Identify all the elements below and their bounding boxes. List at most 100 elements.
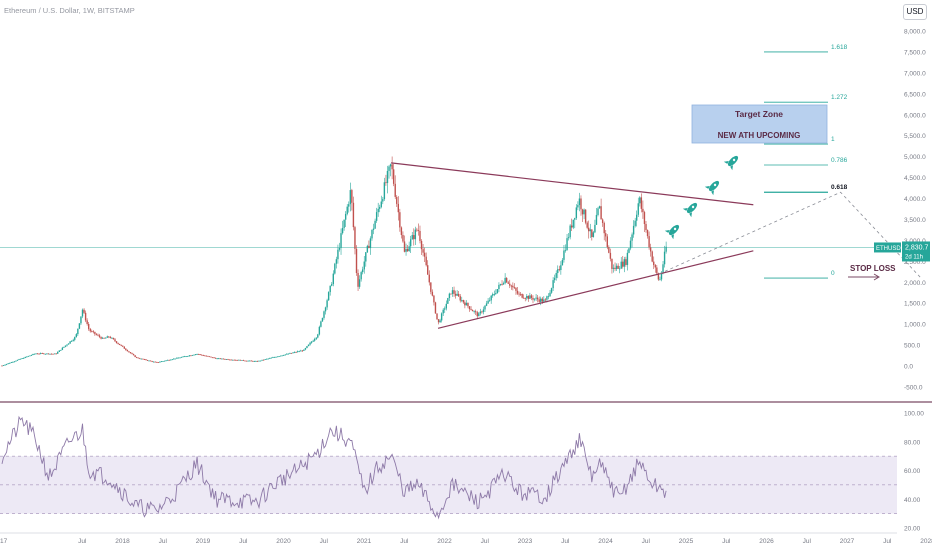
- candle-body: [156, 361, 158, 363]
- candle-body: [657, 273, 660, 280]
- price-candle: [623, 256, 626, 273]
- candle-body: [174, 358, 177, 360]
- price-candle: [375, 207, 378, 223]
- price-candle: [341, 220, 344, 235]
- price-candle: [527, 295, 530, 302]
- price-candle: [615, 263, 618, 271]
- fib-level-1-272-label: 1.272: [831, 94, 848, 101]
- candle-body: [176, 357, 178, 359]
- candle-body: [177, 357, 180, 359]
- price-candle: [128, 351, 130, 353]
- candle-body: [108, 336, 110, 338]
- candle-body: [146, 360, 149, 361]
- candle-body: [148, 360, 150, 362]
- candle-body: [273, 357, 276, 358]
- candle-body: [38, 353, 40, 355]
- price-candle: [653, 256, 655, 270]
- candle-body: [340, 233, 342, 248]
- x-tick-label: 2028: [920, 538, 932, 545]
- price-candle: [533, 298, 536, 302]
- candle-body: [656, 267, 658, 274]
- candle-body: [550, 288, 553, 293]
- y-tick-label: 6,000.0: [904, 112, 926, 119]
- candle-body: [399, 212, 401, 228]
- price-candle: [625, 256, 627, 267]
- price-candle: [92, 330, 95, 334]
- price-candle: [320, 320, 322, 328]
- candle-body: [334, 263, 336, 274]
- candle-body: [135, 357, 138, 358]
- candle-body: [115, 341, 118, 344]
- candle-body: [637, 203, 639, 215]
- price-candle: [481, 310, 483, 314]
- candle-body: [67, 343, 70, 345]
- candle-body: [16, 359, 19, 361]
- candle-body: [15, 360, 17, 362]
- candle-body: [22, 357, 25, 359]
- price-candle: [423, 247, 426, 262]
- price-candle: [205, 355, 208, 357]
- x-tick-label: Jul: [320, 538, 329, 545]
- candle-body: [498, 284, 500, 290]
- candle-body: [58, 350, 60, 352]
- price-candle: [255, 360, 257, 362]
- price-candle: [631, 232, 633, 248]
- candle-body: [170, 359, 172, 361]
- price-candle: [40, 352, 42, 355]
- price-candle: [603, 221, 605, 241]
- price-candle: [236, 359, 239, 361]
- price-candle: [462, 299, 465, 304]
- y-tick-label: 3,000.0: [904, 238, 926, 245]
- candle-body: [46, 353, 48, 355]
- candle-body: [202, 355, 204, 357]
- price-candle: [550, 287, 553, 294]
- candle-body: [98, 335, 101, 337]
- price-candle: [197, 353, 200, 355]
- candle-body: [329, 285, 331, 293]
- candle-body: [179, 357, 181, 359]
- price-candle: [468, 306, 471, 312]
- candle-body: [168, 359, 170, 361]
- candle-body: [516, 290, 519, 294]
- x-tick-label: Jul: [883, 538, 892, 545]
- price-candle: [278, 355, 280, 357]
- candle-body: [324, 307, 327, 312]
- price-candle: [250, 360, 252, 362]
- price-candle: [187, 355, 189, 357]
- candle-body: [131, 353, 133, 355]
- price-candle: [507, 280, 509, 285]
- candle-body: [70, 340, 73, 342]
- price-candle: [549, 289, 551, 297]
- price-candle: [408, 241, 410, 252]
- price-candle: [123, 346, 125, 349]
- candle-body: [509, 283, 511, 286]
- price-candle: [566, 233, 568, 251]
- candle-body: [106, 336, 108, 338]
- price-candle: [564, 244, 567, 253]
- candle-body: [225, 359, 228, 360]
- price-candle: [72, 338, 74, 342]
- price-candle: [427, 260, 429, 275]
- candle-body: [620, 261, 622, 269]
- x-tick-label: 17: [0, 538, 8, 545]
- price-candle: [419, 225, 421, 244]
- candle-body: [145, 359, 147, 361]
- candle-body: [327, 292, 330, 301]
- candle-body: [72, 339, 74, 341]
- price-candle: [295, 351, 297, 353]
- symbol-title: Ethereum / U.S. Dollar, 1W, BITSTAMP: [4, 6, 135, 15]
- currency-button[interactable]: USD: [903, 4, 927, 20]
- price-candle: [581, 208, 584, 223]
- price-candle: [583, 208, 585, 220]
- price-candle: [289, 352, 291, 354]
- price-candle: [41, 352, 43, 354]
- candle-body: [484, 305, 486, 310]
- candle-body: [75, 334, 78, 338]
- price-candle: [201, 354, 203, 356]
- candle-body: [126, 350, 129, 352]
- price-candle: [227, 358, 229, 360]
- rsi-tick-label: 100.00: [904, 411, 924, 418]
- candle-body: [485, 303, 488, 306]
- price-candle: [211, 357, 214, 359]
